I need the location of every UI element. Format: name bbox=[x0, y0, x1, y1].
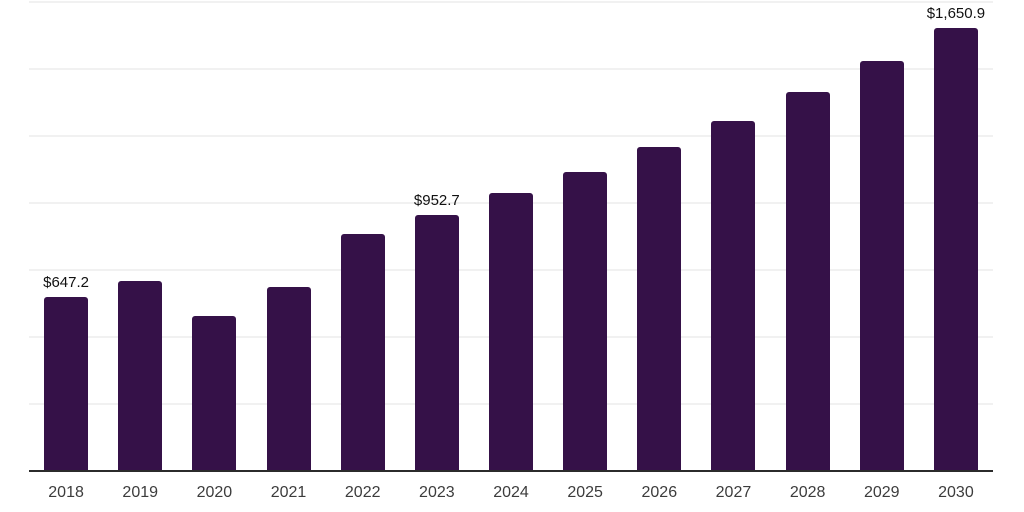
x-tick-label-2025: 2025 bbox=[567, 484, 603, 501]
bar-2019 bbox=[118, 281, 163, 470]
x-tick-label-2030: 2030 bbox=[938, 484, 974, 501]
x-tick-label-2026: 2026 bbox=[641, 484, 678, 501]
gridline-1500 bbox=[29, 68, 993, 70]
x-tick-label-2019: 2019 bbox=[122, 484, 159, 501]
bar-2028 bbox=[785, 91, 830, 470]
x-tick-label-2018: 2018 bbox=[48, 484, 84, 501]
x-tick-label-2024: 2024 bbox=[493, 484, 529, 501]
x-tick-label-2022: 2022 bbox=[344, 484, 381, 501]
x-axis-line bbox=[29, 470, 993, 472]
bar-value-label-2023: $952.7 bbox=[413, 191, 460, 209]
bar-2023 bbox=[414, 214, 459, 470]
gridline-1250 bbox=[29, 135, 993, 137]
bar-2022 bbox=[340, 234, 385, 470]
bar-2030 bbox=[933, 27, 978, 470]
bar-2021 bbox=[266, 286, 311, 470]
bar-value-label-2030: $1,650.9 bbox=[926, 4, 986, 22]
x-tick-label-2027: 2027 bbox=[715, 484, 752, 501]
bar-2029 bbox=[859, 60, 904, 470]
x-tick-label-2023: 2023 bbox=[419, 484, 455, 501]
bar-2024 bbox=[489, 193, 533, 470]
x-tick-label-2029: 2029 bbox=[863, 484, 900, 501]
gridline-1750 bbox=[29, 1, 993, 3]
x-tick-label-2021: 2021 bbox=[270, 484, 307, 501]
x-tick-label-2020: 2020 bbox=[196, 484, 233, 501]
plot-area: $647.2 $952.7 $1,650.9 bbox=[29, 0, 993, 472]
bar-2025 bbox=[563, 171, 608, 470]
bar-2020 bbox=[192, 315, 237, 470]
x-tick-label-2028: 2028 bbox=[789, 484, 826, 501]
bar-value-label-2018: $647.2 bbox=[43, 273, 90, 291]
bar-2026 bbox=[637, 147, 682, 470]
bar-2027 bbox=[711, 120, 756, 470]
bar-2018 bbox=[44, 296, 89, 470]
